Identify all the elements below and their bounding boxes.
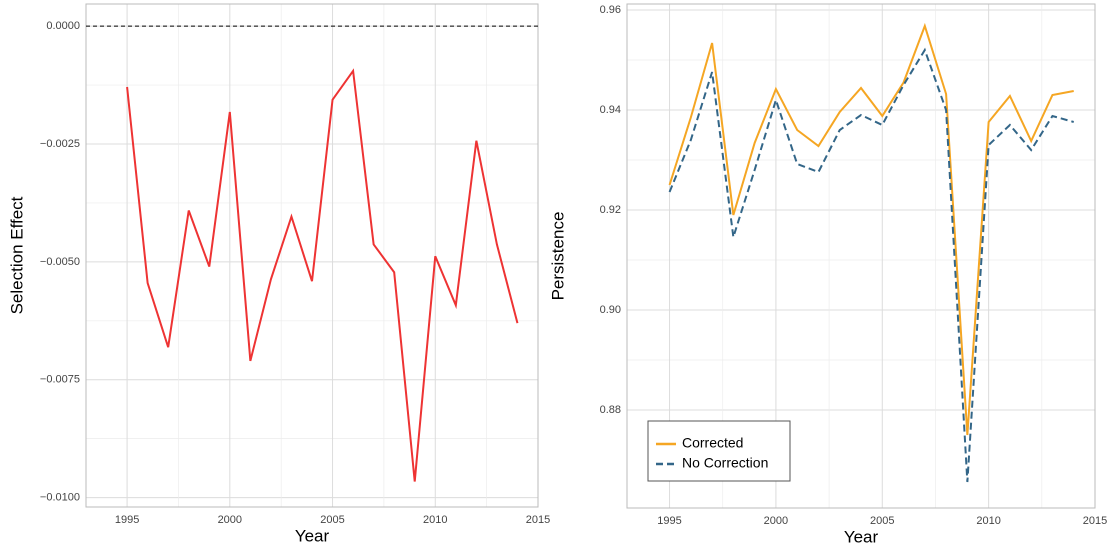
y-axis-title: Persistence [548, 212, 567, 301]
y-tick-label: 0.90 [600, 304, 621, 316]
y-tick-label: −0.0075 [40, 374, 80, 386]
x-tick-label: 2005 [870, 515, 894, 527]
x-tick-label: 2015 [1083, 515, 1107, 527]
y-tick-label: 0.0000 [46, 20, 80, 32]
x-tick-label: 1995 [657, 515, 681, 527]
y-tick-label: −0.0050 [40, 256, 80, 268]
legend-label: Corrected [682, 435, 743, 451]
x-tick-label: 1995 [115, 514, 139, 526]
legend-label: No Correction [682, 455, 768, 471]
y-tick-label: 0.88 [600, 404, 621, 416]
panel: −0.0100 −0.0075 −0.0050 −0.0025 0.0000 1995 20… [7, 3, 550, 545]
series-line [668, 47, 1075, 483]
x-axis-title: Year [295, 526, 330, 545]
x-tick-label: 2010 [423, 514, 447, 526]
y-tick-label: −0.0100 [40, 491, 80, 503]
panel-border [85, 3, 539, 508]
x-tick-label: 2000 [218, 514, 242, 526]
series-line [668, 22, 1074, 436]
panel-border [626, 3, 1096, 509]
y-tick-label: 0.92 [600, 204, 621, 216]
x-tick-label: 2010 [976, 515, 1000, 527]
y-tick-label: −0.0025 [40, 138, 80, 150]
panel: 0.88 0.90 0.92 0.94 0.96 1995 2000 2005 2010 2015… [548, 3, 1107, 546]
x-tick-label: 2015 [526, 514, 550, 526]
legend-box [647, 420, 791, 482]
x-axis-title: Year [844, 527, 879, 546]
y-axis-title: Selection Effect [7, 196, 26, 314]
x-tick-label: 2000 [764, 515, 788, 527]
series-line [126, 68, 519, 482]
x-tick-label: 2005 [320, 514, 344, 526]
y-tick-label: 0.96 [600, 4, 621, 16]
y-tick-label: 0.94 [600, 104, 621, 116]
